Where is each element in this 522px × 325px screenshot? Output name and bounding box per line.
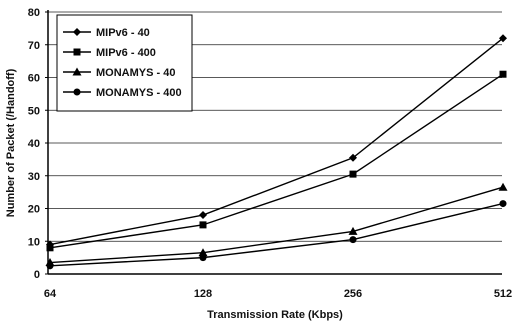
legend-label-1: MIPv6 - 40 [96, 27, 150, 39]
x-tick-labels: 64 128 256 512 [44, 288, 512, 300]
series-line-3 [50, 187, 503, 262]
x-tick-label-512: 512 [494, 288, 512, 300]
legend-label-4: MONAMYS - 400 [96, 87, 182, 99]
legend-marker [74, 49, 81, 56]
series-3 [46, 183, 508, 266]
data-point-4-512 [500, 200, 507, 207]
data-point-4-64 [47, 262, 54, 269]
data-point-2-256 [350, 171, 357, 178]
data-point-2-64 [47, 244, 54, 251]
x-tick-label-64: 64 [44, 288, 57, 300]
y-tick-labels: 0 10 20 30 40 50 60 70 80 [28, 7, 48, 281]
y-tick-label-70: 70 [28, 40, 40, 52]
y-tick-label-10: 10 [28, 236, 40, 248]
legend: MIPv6 - 40 MIPv6 - 400 MONAMYS - 40 MONAMYS… [57, 15, 192, 111]
y-tick-label-20: 20 [28, 204, 40, 216]
y-tick-label-60: 60 [28, 73, 40, 85]
x-axis-title: Transmission Rate (Kbps) [207, 309, 343, 321]
legend-label-3: MONAMYS - 40 [96, 67, 175, 79]
legend-label-2: MIPv6 - 400 [96, 47, 156, 59]
data-point-4-256 [350, 236, 357, 243]
y-axis-title: Number of Packet (/Handoff) [5, 68, 17, 217]
y-tick-label-80: 80 [28, 7, 40, 19]
series-line-4 [50, 204, 503, 266]
x-tick-label-128: 128 [194, 288, 212, 300]
data-point-2-512 [500, 71, 507, 78]
y-tick-label-30: 30 [28, 171, 40, 183]
x-tick-label-256: 256 [344, 288, 362, 300]
legend-marker [74, 89, 81, 96]
data-point-4-128 [200, 254, 207, 261]
y-tick-label-0: 0 [34, 269, 40, 281]
data-point-1-128 [199, 211, 207, 219]
y-tick-label-40: 40 [28, 138, 40, 150]
data-point-2-128 [200, 221, 207, 228]
y-tick-label-50: 50 [28, 105, 40, 117]
data-point-3-512 [499, 183, 508, 191]
